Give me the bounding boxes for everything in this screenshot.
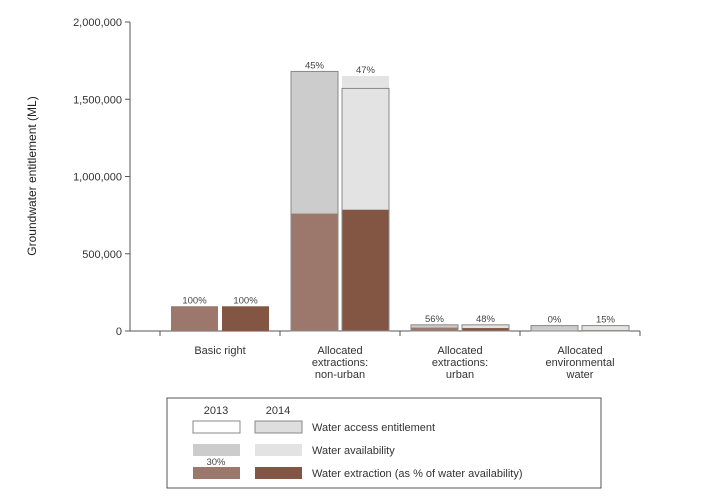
percent-label-2014: 48% bbox=[476, 314, 496, 325]
category-label-line: urban bbox=[446, 369, 474, 381]
y-axis-title: Groundwater entitlement (ML) bbox=[25, 96, 39, 255]
extraction-bar-2014 bbox=[462, 328, 509, 331]
category-label-line: extractions: bbox=[432, 357, 488, 369]
legend-example-percent: 30% bbox=[206, 457, 226, 468]
legend-label-entitlement: Water access entitlement bbox=[312, 422, 435, 434]
extraction-bar-2013 bbox=[411, 327, 458, 331]
category-label-line: water bbox=[566, 369, 594, 381]
y-tick-label: 500,000 bbox=[82, 249, 122, 261]
category-label: Allocated environmental water bbox=[545, 345, 614, 381]
percent-label-2014: 100% bbox=[233, 295, 258, 306]
legend-year-2013: 2013 bbox=[204, 405, 228, 417]
entitlement-bar-2014 bbox=[341, 87, 390, 332]
category-label: Allocated extractions: non-urban bbox=[312, 345, 368, 381]
availability-bar-2014 bbox=[582, 325, 629, 331]
percent-label-2014: 15% bbox=[596, 315, 616, 326]
legend: 2013 2014 Water access entitlement Water av… bbox=[166, 397, 602, 489]
legend-year-2014: 2014 bbox=[266, 405, 290, 417]
bars bbox=[171, 70, 630, 332]
extraction-bar-2014 bbox=[342, 209, 389, 331]
entitlement-bar-2014 bbox=[461, 324, 510, 332]
entitlement-bar-2013 bbox=[410, 324, 459, 332]
entitlement-bar-2013 bbox=[290, 70, 339, 332]
legend-entitlement-2013-swatch bbox=[192, 420, 241, 434]
category-label-line: non-urban bbox=[315, 369, 365, 381]
category-label: Allocated extractions: urban bbox=[432, 345, 488, 381]
legend-availability-2014-swatch bbox=[255, 444, 302, 456]
percent-label-2013: 100% bbox=[182, 295, 207, 306]
entitlement-bar-2013 bbox=[530, 325, 579, 332]
category-label-line: environmental bbox=[545, 357, 614, 369]
legend-label-availability: Water availability bbox=[312, 445, 395, 457]
availability-bar-2013 bbox=[531, 325, 578, 331]
category-label-line: Basic right bbox=[194, 345, 245, 357]
y-tick-label: 1,000,000 bbox=[73, 172, 122, 184]
percent-label-2014: 47% bbox=[356, 65, 376, 76]
category-label: Basic right bbox=[194, 345, 245, 357]
y-tick-label: 2,000,000 bbox=[73, 17, 122, 29]
legend-availability-2013-swatch bbox=[193, 444, 240, 456]
legend-extraction-2013-swatch bbox=[193, 467, 240, 479]
percent-label-2013: 45% bbox=[305, 60, 325, 71]
category-label-line: Allocated bbox=[317, 345, 362, 357]
percent-label-2013: 56% bbox=[425, 314, 445, 325]
category-label-line: Allocated bbox=[557, 345, 602, 357]
entitlement-bar-2014 bbox=[581, 325, 630, 332]
category-label-line: Allocated bbox=[437, 345, 482, 357]
y-tick-label: 0 bbox=[116, 326, 122, 338]
legend-entitlement-2014-swatch bbox=[254, 420, 303, 434]
extraction-bar-2013 bbox=[291, 213, 338, 331]
availability-bar-2014 bbox=[462, 324, 509, 331]
extraction-bar-2014 bbox=[222, 306, 269, 331]
legend-label-extraction: Water extraction (as % of water availabi… bbox=[312, 468, 523, 480]
category-label-line: extractions: bbox=[312, 357, 368, 369]
legend-extraction-2014-swatch bbox=[255, 467, 302, 479]
y-tick-label: 1,500,000 bbox=[73, 94, 122, 106]
extraction-bar-2013 bbox=[171, 306, 218, 331]
percent-label-2013: 0% bbox=[548, 315, 562, 326]
